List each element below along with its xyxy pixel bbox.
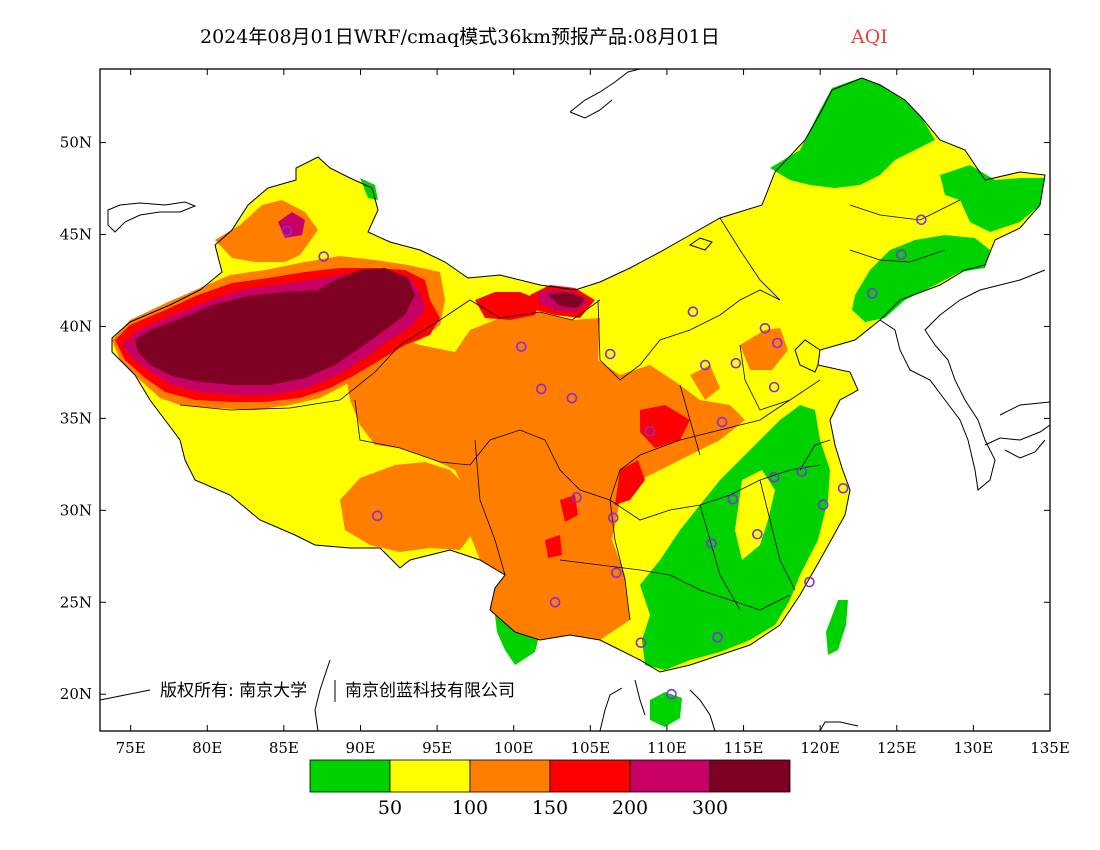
coastlines: [100, 69, 1050, 731]
station-marker: [566, 392, 578, 404]
station-marker: [604, 348, 616, 360]
station-marker: [730, 357, 742, 369]
x-tick-label: 80E: [192, 739, 222, 757]
colorbar-label: 150: [532, 797, 568, 819]
station-marker: [611, 567, 622, 579]
copyright-text-2: 南京创蓝科技有限公司: [345, 681, 515, 701]
station-marker: [804, 576, 815, 588]
aqi-region-green-ne2: [940, 165, 1045, 232]
aqi-region-green-liaoning: [852, 235, 990, 322]
aqi-region-red-shaanxi: [640, 405, 690, 448]
station-marker: [716, 416, 728, 428]
y-tick-label: 45N: [60, 226, 92, 244]
x-tick-label: 100E: [494, 739, 534, 757]
colorbar: 50 100 150 200 300: [309, 759, 791, 819]
colorbar-swatch: [709, 759, 791, 793]
aqi-region-green-south: [640, 405, 830, 670]
y-tick-label: 50N: [60, 134, 92, 152]
aqi-region-green-hainan: [650, 692, 682, 727]
copyright-text: 版权所有: 南京大学: [160, 681, 307, 701]
x-tick-label: 120E: [800, 739, 840, 757]
aqi-region-red-sichuan: [615, 460, 645, 505]
station-marker: [635, 637, 647, 649]
aqi-region-green-northeast: [770, 78, 935, 188]
x-axis: 75E 80E 85E 90E 95E 100E 105E 110E 115E 120E 125E 1…: [116, 69, 1070, 757]
colorbar-swatch: [309, 759, 391, 793]
station-marker: [768, 381, 780, 393]
colorbar-swatch: [629, 759, 711, 793]
y-tick-label: 35N: [60, 409, 92, 427]
station-marker: [535, 383, 547, 395]
aqi-region-magenta-urumqi: [278, 212, 305, 238]
colorbar-swatch: [389, 759, 471, 793]
x-tick-label: 125E: [877, 739, 917, 757]
aqi-region-red-qilian: [475, 292, 540, 320]
x-tick-label: 95E: [422, 739, 452, 757]
station-marker: [796, 466, 808, 478]
station-marker: [549, 596, 561, 608]
aqi-region-orange-shanxi: [690, 365, 720, 400]
aqi-region-maroon-inner: [548, 292, 585, 308]
x-tick-label: 105E: [571, 739, 611, 757]
aqi-region-green-taiwan: [826, 600, 848, 655]
x-tick-label: 75E: [116, 739, 146, 757]
province-boundaries: [179, 199, 961, 621]
station-marker: [687, 306, 699, 318]
colorbar-label: 200: [612, 797, 648, 819]
x-tick-label: 90E: [345, 739, 375, 757]
y-axis: 50N 45N 40N 35N 30N 25N 20N: [60, 134, 1050, 703]
station-marker: [915, 214, 927, 226]
x-tick-label: 85E: [269, 739, 299, 757]
x-tick-label: 135E: [1030, 739, 1070, 757]
station-marker: [699, 359, 711, 371]
x-tick-label: 115E: [724, 739, 764, 757]
y-tick-label: 40N: [60, 317, 92, 335]
station-markers: [281, 214, 927, 700]
aqi-region-yellow-se: [735, 470, 775, 560]
aqi-region-red-sc3: [545, 535, 562, 558]
station-marker: [771, 337, 783, 349]
station-marker: [516, 341, 527, 352]
station-marker: [712, 631, 723, 643]
aqi-region-maroon-taklamakan: [135, 268, 415, 385]
colorbar-label: 100: [452, 797, 488, 819]
station-marker: [644, 425, 656, 437]
station-marker: [571, 492, 582, 503]
station-marker: [318, 251, 330, 262]
aqi-region-orange-tibet: [340, 462, 475, 552]
x-tick-label: 130E: [954, 739, 994, 757]
x-tick-label: 110E: [647, 739, 687, 757]
station-marker: [608, 512, 619, 523]
map-frame: [99, 68, 1051, 732]
station-marker: [372, 510, 383, 522]
figure-title: 2024年08月01日WRF/cmaq模式36km预报产品:08月01日: [200, 26, 720, 48]
station-marker: [666, 688, 677, 700]
variable-label: AQI: [850, 26, 888, 48]
station-marker: [281, 225, 293, 237]
station-marker: [768, 471, 780, 483]
colorbar-swatch: [549, 759, 631, 793]
y-tick-label: 25N: [60, 593, 92, 611]
y-tick-label: 30N: [60, 501, 92, 519]
station-marker: [837, 482, 849, 494]
station-marker: [866, 288, 878, 299]
colorbar-label: 50: [378, 797, 402, 819]
station-marker: [752, 528, 763, 540]
station-marker: [896, 249, 907, 261]
colorbar-swatch: [469, 759, 551, 793]
map-panel: [100, 69, 1050, 731]
y-tick-label: 20N: [60, 685, 92, 703]
station-marker: [727, 493, 739, 505]
station-marker: [706, 538, 717, 549]
china-border: [111, 77, 1046, 673]
station-marker: [817, 499, 829, 511]
colorbar-label: 300: [692, 797, 728, 819]
station-marker: [759, 322, 771, 334]
aqi-region-orange-central: [340, 312, 745, 640]
